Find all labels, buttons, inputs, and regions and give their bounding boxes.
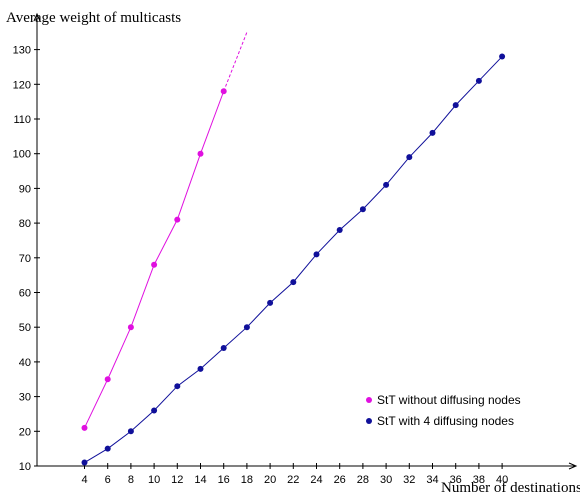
y-tick-label: 80 [19, 218, 31, 230]
legend-label: StT without diffusing nodes [377, 393, 521, 407]
legend-marker [366, 397, 372, 403]
series-1 [81, 32, 248, 431]
data-point [81, 459, 88, 466]
data-point [104, 445, 111, 452]
x-tick-label: 28 [357, 474, 369, 486]
y-axis-title: Average weight of multicasts [6, 10, 181, 26]
x-tick-label: 22 [287, 474, 299, 486]
x-tick-label: 40 [496, 474, 508, 486]
x-tick-label: 10 [148, 474, 160, 486]
y-tick-label: 10 [19, 461, 31, 473]
x-tick-label: 26 [334, 474, 346, 486]
y-tick-label: 100 [13, 149, 31, 161]
data-point [104, 376, 111, 383]
x-tick-label: 8 [128, 474, 134, 486]
data-point [290, 279, 297, 286]
y-tick-label: 40 [19, 357, 31, 369]
y-tick-label: 20 [19, 426, 31, 438]
ticks: 10 20 30 40 50 60 70 80 90 100 110 120 130 4 6 8 10 12 14 1… [13, 45, 509, 486]
data-point [151, 261, 158, 268]
legend-marker [366, 418, 372, 424]
data-point [475, 77, 482, 84]
data-point [174, 383, 181, 390]
data-point [220, 88, 227, 95]
x-tick-label: 4 [81, 474, 87, 486]
y-tick-label: 90 [19, 183, 31, 195]
y-tick-label: 70 [19, 253, 31, 265]
series-line [84, 91, 225, 429]
x-tick-label: 24 [310, 474, 322, 486]
data-point [151, 407, 158, 414]
x-tick-label: 30 [380, 474, 392, 486]
x-tick-label: 14 [194, 474, 206, 486]
data-point [383, 181, 390, 188]
y-tick-label: 60 [19, 288, 31, 300]
y-tick-label: 50 [19, 322, 31, 334]
data-point [197, 365, 204, 372]
y-tick-label: 120 [13, 79, 31, 91]
data-point [313, 251, 320, 258]
data-point [429, 129, 436, 136]
data-point [81, 424, 88, 431]
data-point [499, 53, 506, 60]
data-point [127, 428, 134, 435]
data-point [406, 154, 413, 161]
legend-label: StT with 4 diffusing nodes [377, 414, 514, 428]
data-point [359, 206, 366, 213]
series-extrapolation-line [223, 32, 248, 92]
data-point [220, 345, 227, 352]
x-tick-label: 12 [171, 474, 183, 486]
legend: StT without diffusing nodes StT with 4 di… [366, 393, 521, 428]
data-point [452, 102, 459, 109]
x-tick-label: 6 [105, 474, 111, 486]
x-tick-label: 38 [473, 474, 485, 486]
data-point [174, 216, 181, 223]
y-tick-label: 30 [19, 392, 31, 404]
x-tick-label: 32 [403, 474, 415, 486]
x-tick-label: 34 [426, 474, 438, 486]
x-tick-label: 18 [241, 474, 253, 486]
data-point [336, 227, 343, 234]
x-tick-label: 20 [264, 474, 276, 486]
x-axis-title: Number of destinations [441, 480, 580, 495]
series-2 [81, 53, 506, 466]
x-tick-label: 16 [218, 474, 230, 486]
series [81, 32, 506, 466]
axes [33, 12, 578, 470]
data-point [243, 324, 250, 331]
y-axis-arrow [33, 12, 41, 22]
data-point [197, 150, 204, 157]
x-axis-arrow [568, 462, 578, 470]
y-tick-label: 130 [13, 45, 31, 57]
data-point [267, 299, 274, 306]
y-tick-label: 110 [13, 114, 31, 126]
data-point [127, 324, 134, 331]
x-tick-label: 36 [450, 474, 462, 486]
